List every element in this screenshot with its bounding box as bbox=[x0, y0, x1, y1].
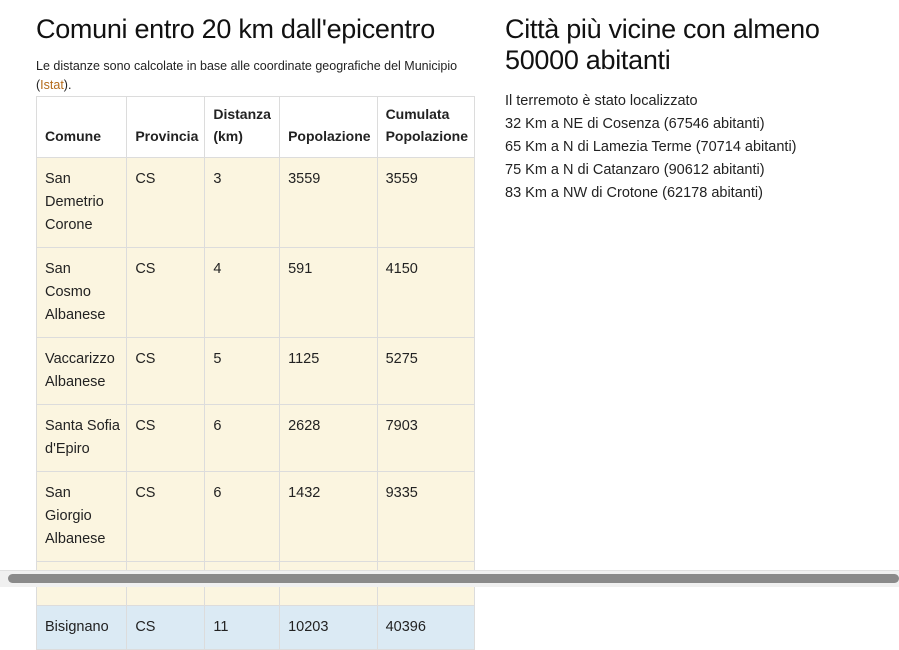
cell-cumulata: 4150 bbox=[376, 247, 476, 338]
cell-provincia: CS bbox=[126, 605, 206, 650]
distance-note: Le distanze sono calcolate in base alle … bbox=[36, 57, 476, 95]
cell-comune: Vaccarizzo Albanese bbox=[35, 337, 128, 405]
city-distance-line: 83 Km a NW di Crotone (62178 abitanti) bbox=[505, 185, 763, 201]
cell-popolazione: 2628 bbox=[279, 404, 378, 472]
cell-provincia: CS bbox=[126, 404, 206, 472]
city-distance-line: 65 Km a N di Lamezia Terme (70714 abitan… bbox=[505, 139, 797, 155]
header-distanza: Distanza (km) bbox=[204, 96, 281, 158]
epicenter-intro: Il terremoto è stato localizzato bbox=[505, 93, 698, 109]
table-row: San Cosmo Albanese CS 4 591 4150 bbox=[35, 247, 476, 338]
cell-distanza: 5 bbox=[204, 337, 281, 405]
table-row: San Giorgio Albanese CS 6 1432 9335 bbox=[35, 471, 476, 562]
note-text-end: ). bbox=[63, 78, 72, 92]
cell-comune: Bisignano bbox=[35, 605, 128, 650]
table-row: San Demetrio Corone CS 3 3559 3559 bbox=[35, 157, 476, 248]
section-title: Comuni entro 20 km dall'epicentro bbox=[36, 14, 435, 44]
cell-distanza: 4 bbox=[204, 247, 281, 338]
cell-comune: San Demetrio Corone bbox=[35, 157, 128, 248]
header-popolazione: Popolazione bbox=[279, 96, 378, 158]
cell-provincia: CS bbox=[126, 157, 206, 248]
nearest-cities-list: Il terremoto è stato localizzato 32 Km a… bbox=[505, 90, 895, 205]
header-comune: Comune bbox=[35, 96, 128, 158]
cell-popolazione: 1432 bbox=[279, 471, 378, 562]
cell-comune: San Cosmo Albanese bbox=[35, 247, 128, 338]
horizontal-scrollbar[interactable] bbox=[0, 570, 899, 587]
table-row: Santa Sofia d'Epiro CS 6 2628 7903 bbox=[35, 404, 476, 472]
city-distance-line: 75 Km a N di Catanzaro (90612 abitanti) bbox=[505, 162, 765, 178]
note-text: Le distanze sono calcolate in base alle … bbox=[36, 59, 458, 92]
cell-provincia: CS bbox=[126, 471, 206, 562]
cell-popolazione: 3559 bbox=[279, 157, 378, 248]
cell-cumulata: 7903 bbox=[376, 404, 476, 472]
cell-comune: Santa Sofia d'Epiro bbox=[35, 404, 128, 472]
nearby-municipalities-section: Comuni entro 20 km dall'epicentro Le dis… bbox=[35, 14, 476, 650]
cell-cumulata: 40396 bbox=[376, 605, 476, 650]
table-row: Vaccarizzo Albanese CS 5 1125 5275 bbox=[35, 337, 476, 405]
cell-popolazione: 10203 bbox=[279, 605, 378, 650]
municipalities-table: Comune Provincia Distanza (km) Popolazio… bbox=[35, 96, 476, 650]
cell-popolazione: 591 bbox=[279, 247, 378, 338]
section-title: Città più vicine con almeno 50000 abitan… bbox=[505, 14, 820, 75]
cell-distanza: 6 bbox=[204, 404, 281, 472]
table-row-highlighted: Bisignano CS 11 10203 40396 bbox=[35, 605, 476, 650]
cell-provincia: CS bbox=[126, 337, 206, 405]
cell-cumulata: 3559 bbox=[376, 157, 476, 248]
cell-distanza: 3 bbox=[204, 157, 281, 248]
cell-distanza: 11 bbox=[204, 605, 281, 650]
scrollbar-thumb[interactable] bbox=[8, 574, 899, 583]
header-cumulata: Cumulata Popolazione bbox=[376, 96, 476, 158]
cell-distanza: 6 bbox=[204, 471, 281, 562]
cell-cumulata: 5275 bbox=[376, 337, 476, 405]
nearest-cities-section: Città più vicine con almeno 50000 abitan… bbox=[505, 14, 895, 205]
cell-cumulata: 9335 bbox=[376, 471, 476, 562]
table-header-row: Comune Provincia Distanza (km) Popolazio… bbox=[35, 96, 476, 158]
header-provincia: Provincia bbox=[126, 96, 206, 158]
cell-comune: San Giorgio Albanese bbox=[35, 471, 128, 562]
cell-popolazione: 1125 bbox=[279, 337, 378, 405]
cell-provincia: CS bbox=[126, 247, 206, 338]
istat-link[interactable]: Istat bbox=[40, 78, 64, 92]
city-distance-line: 32 Km a NE di Cosenza (67546 abitanti) bbox=[505, 116, 765, 132]
